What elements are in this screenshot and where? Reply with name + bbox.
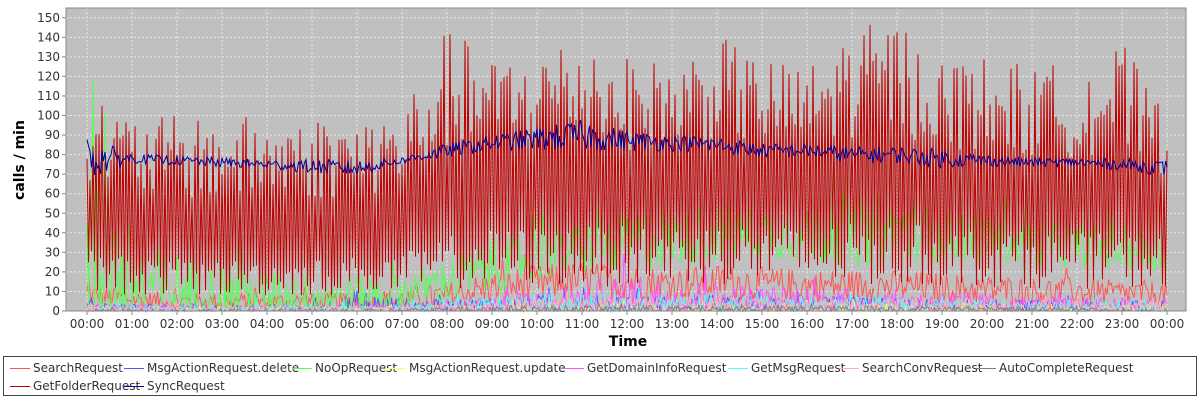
legend-item: SyncRequest [124, 377, 225, 395]
y-tick-label: 110 [37, 89, 60, 103]
x-tick-label: 21:00 [1015, 317, 1050, 331]
legend-item: GetDomainInfoRequest [564, 359, 726, 377]
legend-swatch [839, 368, 859, 369]
y-tick-label: 30 [45, 245, 60, 259]
legend-item: GetMsgRequest [728, 359, 845, 377]
y-tick-label: 120 [37, 69, 60, 83]
series-line-getfolderrequest [86, 24, 1168, 296]
legend-swatch [386, 368, 406, 369]
y-tick-label: 130 [37, 50, 60, 64]
legend-swatch [124, 368, 144, 369]
series-line-searchrequest [86, 254, 1168, 313]
y-tick-label: 80 [45, 148, 60, 162]
x-tick-label: 18:00 [880, 317, 915, 331]
x-axis-title: Time [609, 334, 647, 350]
y-tick-label: 0 [52, 304, 60, 318]
legend-swatch [728, 368, 748, 369]
x-tick-label: 23:00 [1105, 317, 1140, 331]
legend-label: GetFolderRequest [33, 379, 141, 393]
legend-swatch [292, 368, 312, 369]
legend-item: SearchConvRequest [839, 359, 982, 377]
x-tick-label: 12:00 [610, 317, 645, 331]
legend-item: MsgActionRequest.delete [124, 359, 299, 377]
legend-swatch [10, 368, 30, 369]
series-line-nooprequest [86, 78, 1168, 313]
legend-label: SyncRequest [147, 379, 225, 393]
x-tick-label: 17:00 [835, 317, 870, 331]
legend-label: GetDomainInfoRequest [587, 361, 727, 375]
y-tick-label: 60 [45, 187, 60, 201]
legend-swatch [976, 368, 996, 369]
x-tick-label: 14:00 [700, 317, 735, 331]
x-tick-label: 16:00 [790, 317, 825, 331]
legend: SearchRequest MsgActionRequest.delete NoOp… [3, 356, 1197, 396]
x-tick-label: 13:00 [655, 317, 690, 331]
legend-label: AutoCompleteRequest [999, 361, 1134, 375]
y-tick-label: 20 [45, 265, 60, 279]
axes: 0 10 20 30 40 50 60 70 80 90 100 110 120 130 140 150 00:… [37, 11, 1184, 331]
legend-item: MsgActionRequest.update [386, 359, 566, 377]
y-axis-title: calls / min [12, 120, 28, 200]
legend-label: SearchRequest [33, 361, 123, 375]
series-line-syncrequest [86, 120, 1168, 176]
legend-item: NoOpRequest [292, 359, 397, 377]
x-tick-label: 11:00 [565, 317, 600, 331]
x-tick-label: 08:00 [430, 317, 465, 331]
legend-label: MsgActionRequest.delete [147, 361, 300, 375]
x-tick-label: 02:00 [160, 317, 195, 331]
legend-swatch [564, 368, 584, 369]
y-tick-label: 70 [45, 167, 60, 181]
y-tick-label: 140 [37, 30, 60, 44]
y-tick-label: 150 [37, 11, 60, 25]
x-tick-label: 20:00 [970, 317, 1005, 331]
y-tick-label: 90 [45, 128, 60, 142]
y-tick-label: 40 [45, 226, 60, 240]
chart: 0 10 20 30 40 50 60 70 80 90 100 110 120 130 140 150 00:… [12, 7, 1187, 350]
x-tick-label: 00:00 [1150, 317, 1185, 331]
x-tick-label: 03:00 [205, 317, 240, 331]
legend-label: MsgActionRequest.update [409, 361, 566, 375]
y-tick-label: 10 [45, 284, 60, 298]
y-tick-label: 50 [45, 206, 60, 220]
plot-border [65, 7, 1187, 312]
x-tick-label: 09:00 [475, 317, 510, 331]
legend-swatch [10, 386, 30, 387]
x-tick-label: 22:00 [1060, 317, 1095, 331]
legend-item: SearchRequest [10, 359, 123, 377]
legend-label: NoOpRequest [315, 361, 398, 375]
legend-swatch [124, 386, 144, 387]
x-tick-label: 04:00 [250, 317, 285, 331]
x-tick-label: 01:00 [115, 317, 150, 331]
legend-label: GetMsgRequest [751, 361, 846, 375]
x-tick-label: 15:00 [745, 317, 780, 331]
x-tick-label: 19:00 [925, 317, 960, 331]
x-tick-label: 10:00 [520, 317, 555, 331]
legend-item: GetFolderRequest [10, 377, 140, 395]
x-tick-label: 00:00 [70, 317, 105, 331]
y-tick-label: 100 [37, 109, 60, 123]
x-tick-label: 05:00 [295, 317, 330, 331]
x-tick-label: 07:00 [385, 317, 420, 331]
legend-label: SearchConvRequest [862, 361, 983, 375]
x-tick-label: 06:00 [340, 317, 375, 331]
legend-item: AutoCompleteRequest [976, 359, 1133, 377]
